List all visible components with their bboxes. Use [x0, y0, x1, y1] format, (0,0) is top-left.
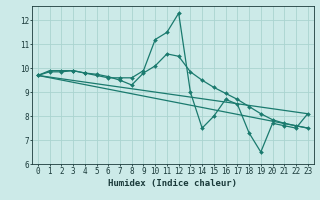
- X-axis label: Humidex (Indice chaleur): Humidex (Indice chaleur): [108, 179, 237, 188]
